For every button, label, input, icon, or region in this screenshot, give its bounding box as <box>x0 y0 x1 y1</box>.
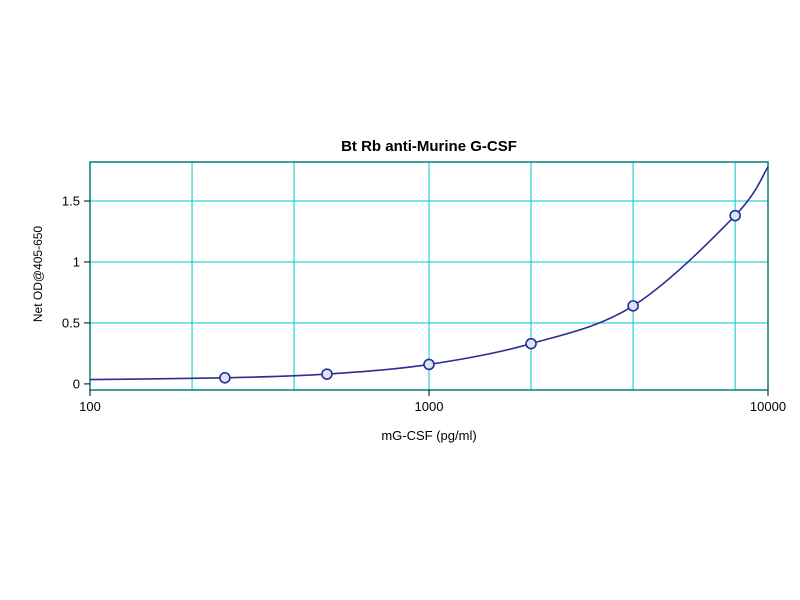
x-axis-label: mG-CSF (pg/ml) <box>381 428 477 443</box>
data-point-marker <box>219 372 231 384</box>
y-tick-label: 0 <box>73 376 80 391</box>
x-tick-label: 1000 <box>415 399 444 414</box>
y-tick-label: 1.5 <box>62 194 80 209</box>
y-tick-label: 0.5 <box>62 315 80 330</box>
data-point-marker <box>321 368 333 380</box>
chart-title: Bt Rb anti-Murine G-CSF <box>341 138 517 155</box>
data-point-marker <box>729 209 741 222</box>
x-tick-label: 100 <box>79 399 101 414</box>
y-tick-label: 1 <box>73 254 80 269</box>
data-point-marker <box>423 358 435 371</box>
x-tick-label: 10000 <box>750 399 786 414</box>
data-point-marker <box>627 300 639 312</box>
data-point-marker <box>525 337 537 350</box>
